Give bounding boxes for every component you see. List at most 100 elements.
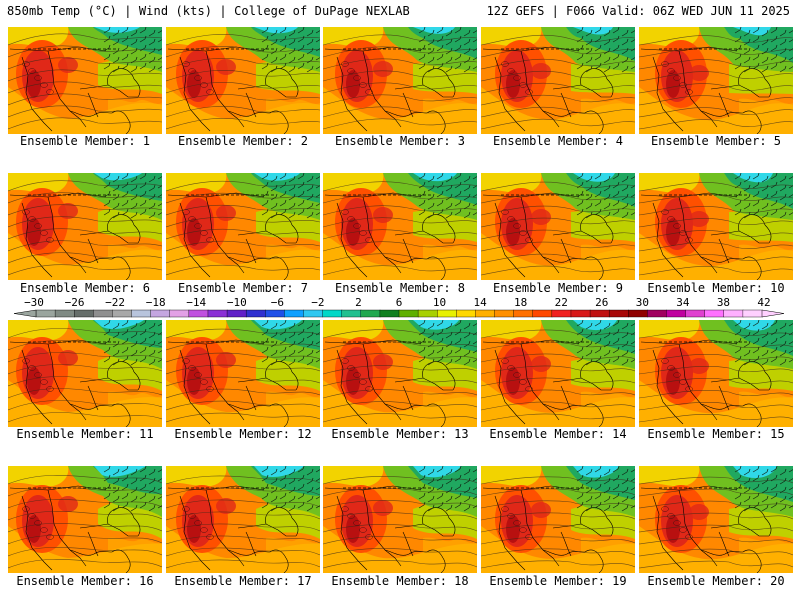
temperature-map bbox=[481, 466, 635, 573]
temperature-map bbox=[639, 466, 793, 573]
colorbar-tick-label: −30 bbox=[24, 296, 44, 309]
temperature-map bbox=[166, 173, 320, 280]
colorbar-swatch bbox=[417, 309, 438, 318]
colorbar-swatch bbox=[513, 309, 534, 318]
ensemble-map-panel bbox=[481, 320, 635, 427]
colorbar-swatch bbox=[628, 309, 648, 318]
colorbar-swatch bbox=[303, 309, 324, 318]
colorbar-swatch bbox=[742, 309, 763, 318]
colorbar-swatch bbox=[207, 309, 228, 318]
ensemble-member-label: Ensemble Member: 2 bbox=[177, 134, 309, 148]
temperature-map bbox=[166, 27, 320, 134]
temperature-map bbox=[481, 27, 635, 134]
ensemble-map-panel bbox=[481, 466, 635, 573]
ensemble-map-panel bbox=[639, 173, 793, 280]
colorbar-tick-label: 26 bbox=[595, 296, 608, 309]
colorbar-tick-label: 6 bbox=[396, 296, 403, 309]
colorbar-svg: −30 −26 −22 −18 −14 −10 −6 −2 2 6 10 14 18 22 26 30 34 38… bbox=[13, 296, 785, 318]
colorbar-swatch bbox=[93, 309, 113, 318]
ensemble-map-panel bbox=[166, 27, 320, 134]
ensemble-map-panel bbox=[639, 466, 793, 573]
run-valid-time: 12Z GEFS | F066 Valid: 06Z WED JUN 11 20… bbox=[486, 4, 790, 18]
temperature-map bbox=[323, 27, 477, 134]
colorbar-swatch bbox=[245, 309, 266, 318]
colorbar-swatch bbox=[398, 309, 419, 318]
ensemble-map-panel bbox=[639, 320, 793, 427]
ensemble-member-label: Ensemble Member: 1 bbox=[19, 134, 151, 148]
temperature-map bbox=[8, 173, 162, 280]
ensemble-member-label: Ensemble Member: 6 bbox=[19, 281, 151, 295]
ensemble-map-panel bbox=[323, 466, 477, 573]
colorbar-swatch bbox=[35, 309, 56, 318]
colorbar-tick-label: −22 bbox=[105, 296, 125, 309]
colorbar-arrow-right bbox=[761, 309, 785, 318]
ensemble-map-panel bbox=[323, 27, 477, 134]
colorbar-swatch bbox=[226, 309, 247, 318]
colorbar-swatch bbox=[341, 309, 362, 318]
ensemble-member-label: Ensemble Member: 14 bbox=[489, 427, 627, 441]
product-title: 850mb Temp (°C) | Wind (kts) | College o… bbox=[7, 4, 410, 18]
ensemble-member-label: Ensemble Member: 20 bbox=[647, 574, 785, 588]
ensemble-member-label: Ensemble Member: 12 bbox=[174, 427, 312, 441]
ensemble-member-label: Ensemble Member: 9 bbox=[492, 281, 624, 295]
ensemble-map-panel bbox=[323, 320, 477, 427]
ensemble-member-label: Ensemble Member: 5 bbox=[650, 134, 782, 148]
colorbar-swatch bbox=[456, 309, 476, 318]
temperature-map bbox=[639, 320, 793, 427]
temperature-map bbox=[481, 320, 635, 427]
colorbar-swatch bbox=[475, 309, 496, 318]
colorbar-swatch bbox=[570, 309, 591, 318]
colorbar-swatch bbox=[131, 309, 152, 318]
colorbar-tick-label: 42 bbox=[757, 296, 770, 309]
temperature-map bbox=[8, 27, 162, 134]
colorbar-swatch bbox=[723, 309, 744, 318]
ensemble-member-label: Ensemble Member: 10 bbox=[647, 281, 785, 295]
colorbar-swatch bbox=[188, 309, 209, 318]
colorbar-swatch bbox=[360, 309, 381, 318]
colorbar-swatch bbox=[704, 309, 725, 318]
colorbar-tick-label: 18 bbox=[514, 296, 527, 309]
colorbar-swatch bbox=[54, 309, 75, 318]
colorbar-tick-label: 38 bbox=[717, 296, 730, 309]
header: 850mb Temp (°C) | Wind (kts) | College o… bbox=[0, 0, 800, 22]
ensemble-map-panel bbox=[481, 27, 635, 134]
colorbar-tick-label: −6 bbox=[271, 296, 284, 309]
ensemble-member-label: Ensemble Member: 16 bbox=[16, 574, 154, 588]
colorbar-swatch bbox=[437, 309, 457, 318]
temperature-map bbox=[323, 320, 477, 427]
ensemble-member-label: Ensemble Member: 7 bbox=[177, 281, 309, 295]
colorbar-swatch bbox=[608, 309, 629, 318]
colorbar-tick-label: 22 bbox=[555, 296, 568, 309]
colorbar-swatch bbox=[322, 309, 343, 318]
colorbar-tick-label: −18 bbox=[146, 296, 166, 309]
colorbar-swatch bbox=[685, 309, 706, 318]
colorbar-swatch bbox=[551, 309, 572, 318]
temperature-map bbox=[323, 173, 477, 280]
ensemble-map-panel bbox=[166, 466, 320, 573]
colorbar-swatch bbox=[379, 309, 400, 318]
temperature-map bbox=[639, 27, 793, 134]
colorbar-tick-label: 34 bbox=[676, 296, 690, 309]
ensemble-member-label: Ensemble Member: 18 bbox=[331, 574, 469, 588]
temperature-map bbox=[481, 173, 635, 280]
ensemble-member-label: Ensemble Member: 4 bbox=[492, 134, 624, 148]
ensemble-member-label: Ensemble Member: 17 bbox=[174, 574, 312, 588]
colorbar-tick-label: 2 bbox=[355, 296, 362, 309]
colorbar-swatch bbox=[532, 309, 553, 318]
ensemble-member-label: Ensemble Member: 8 bbox=[334, 281, 466, 295]
colorbar-tick-label: −14 bbox=[186, 296, 206, 309]
ensemble-map-panel bbox=[8, 466, 162, 573]
temperature-map bbox=[8, 466, 162, 573]
ensemble-member-label: Ensemble Member: 13 bbox=[331, 427, 469, 441]
colorbar-tick-label: 30 bbox=[636, 296, 649, 309]
colorbar-swatch bbox=[169, 309, 190, 318]
colorbar-tick-label: 14 bbox=[473, 296, 487, 309]
colorbar-swatch bbox=[666, 309, 687, 318]
temperature-map bbox=[166, 320, 320, 427]
ensemble-member-label: Ensemble Member: 3 bbox=[334, 134, 466, 148]
temperature-map bbox=[166, 466, 320, 573]
ensemble-member-label: Ensemble Member: 19 bbox=[489, 574, 627, 588]
ensemble-map-panel bbox=[8, 173, 162, 280]
temperature-map bbox=[323, 466, 477, 573]
ensemble-member-label: Ensemble Member: 11 bbox=[16, 427, 154, 441]
